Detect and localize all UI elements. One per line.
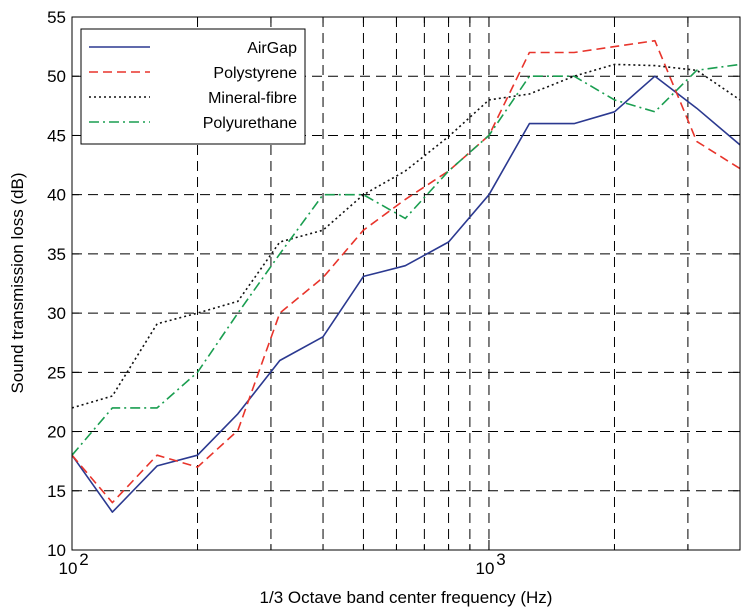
x-tick-label-exponent: 3 <box>496 550 505 569</box>
y-tick-label: 45 <box>47 126 66 145</box>
x-tick-label-exponent: 2 <box>79 550 88 569</box>
legend-label: AirGap <box>247 40 297 57</box>
x-tick-label: 10 3 <box>476 550 506 578</box>
y-tick-label: 15 <box>47 482 66 501</box>
y-tick-label: 10 <box>47 541 66 560</box>
y-tick-label: 35 <box>47 245 66 264</box>
legend-label: Polyurethane <box>203 115 297 132</box>
legend-label: Polystyrene <box>213 65 297 82</box>
x-tick-label-base: 10 <box>476 559 495 578</box>
x-tick-label-base: 10 <box>59 559 78 578</box>
y-tick-label: 50 <box>47 67 66 86</box>
y-tick-label: 30 <box>47 304 66 323</box>
y-tick-label: 40 <box>47 186 66 205</box>
legend-label: Mineral-fibre <box>208 90 297 107</box>
y-tick-label: 55 <box>47 8 66 27</box>
y-axis-label: Sound transmission loss (dB) <box>8 172 27 393</box>
x-axis-label: 1/3 Octave band center frequency (Hz) <box>260 588 553 607</box>
y-tick-label: 25 <box>47 363 66 382</box>
legend: AirGap Polystyrene Mineral-fibre Polyuretha… <box>81 29 305 144</box>
y-tick-label: 20 <box>47 423 66 442</box>
